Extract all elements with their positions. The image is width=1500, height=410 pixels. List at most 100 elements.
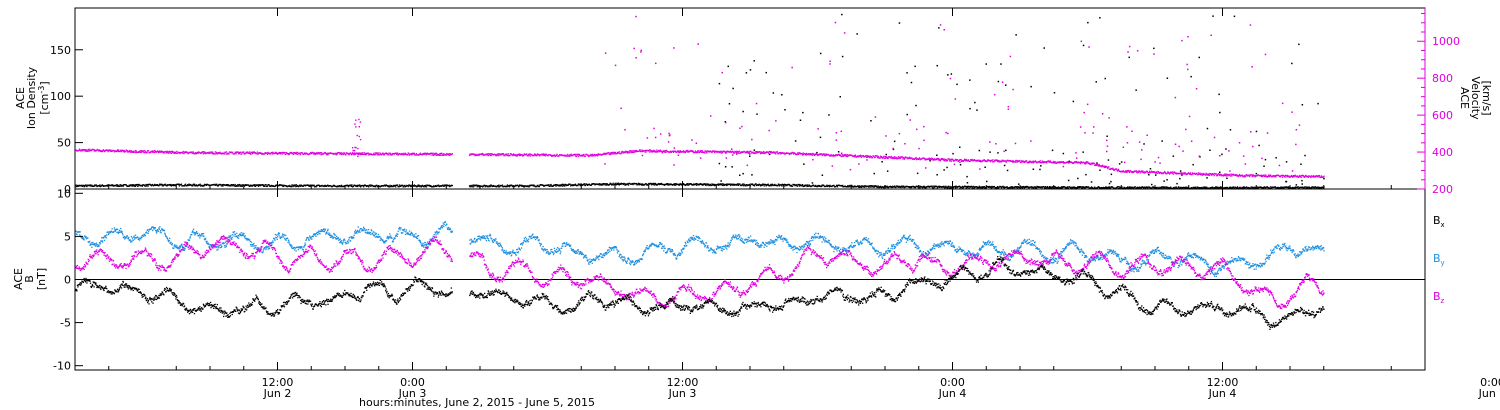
data-point [504,155,506,157]
data-point [1146,170,1148,172]
data-point [1014,161,1016,163]
data-point [554,155,557,157]
data-point [247,151,249,153]
outlier-point [1082,151,1084,153]
data-point [487,153,489,155]
data-point [134,184,136,187]
data-point [645,183,647,185]
data-point [1313,186,1316,188]
data-point [889,185,891,187]
data-point [197,184,199,187]
data-point [610,152,612,154]
data-point [340,184,343,186]
data-point [420,186,423,188]
data-point [775,153,777,155]
data-point [583,183,586,185]
data-point [404,184,406,187]
data-point [897,185,899,187]
data-point [1135,188,1137,190]
data-point [318,184,320,186]
data-point [1147,188,1149,190]
data-point [844,154,846,157]
data-point [721,150,723,152]
data-point [1067,187,1070,189]
data-point [84,149,86,151]
data-point [167,152,169,154]
data-point [717,184,720,186]
data-point [1251,187,1253,189]
data-point [498,155,500,157]
outlier-point [802,111,804,114]
data-point [518,154,520,156]
data-point [1196,172,1198,174]
outlier-point [1151,183,1153,186]
data-point [494,154,496,156]
outlier-point [720,180,722,182]
data-point [83,186,85,188]
data-point [1135,170,1137,172]
data-point [1308,186,1310,188]
data-point [1051,186,1053,188]
data-point [186,185,188,187]
data-point [506,185,508,187]
data-point [969,160,971,162]
data-point [1202,187,1204,189]
data-point [1151,187,1153,190]
data-point [431,154,433,156]
data-point [991,161,994,163]
data-point [448,154,450,156]
data-point [444,153,446,155]
data-point [867,155,869,157]
data-point [471,185,474,187]
data-point [221,184,224,186]
data-point [436,154,438,156]
data-point [635,182,638,185]
data-point [603,153,605,155]
data-point [219,151,221,153]
data-point [529,155,531,157]
data-point [350,185,353,187]
outlier-point [985,63,987,65]
data-point [981,186,983,188]
data-point [844,153,846,156]
data-point [193,183,195,185]
data-point [660,183,662,185]
data-point [167,151,169,153]
data-point [825,154,827,156]
data-point [251,185,253,187]
data-point [143,184,146,186]
data-point [712,184,714,186]
data-point [741,151,743,153]
data-point [1043,186,1045,188]
data-point [883,186,885,188]
data-point [347,184,349,187]
data-point [325,153,327,155]
data-point [876,157,879,159]
data-point [558,155,560,157]
data-point [613,184,615,186]
data-point [903,156,905,159]
data-point [572,155,574,157]
data-point [87,148,89,151]
data-point [117,149,119,151]
data-point [120,149,122,151]
data-point [1155,186,1157,189]
data-point [254,185,256,187]
data-point [1195,186,1197,188]
data-point [347,186,350,188]
data-point [350,153,352,155]
data-point [360,186,362,188]
data-point [1011,187,1013,189]
data-point [292,184,294,186]
data-point [266,152,268,154]
data-point [878,187,880,189]
data-point [330,185,332,187]
data-point [438,184,440,186]
data-point [179,152,181,155]
data-point [1300,176,1302,179]
data-point [710,184,713,186]
data-point [709,183,712,186]
data-point [1201,186,1203,189]
data-point [885,156,887,158]
data-point [268,152,270,154]
